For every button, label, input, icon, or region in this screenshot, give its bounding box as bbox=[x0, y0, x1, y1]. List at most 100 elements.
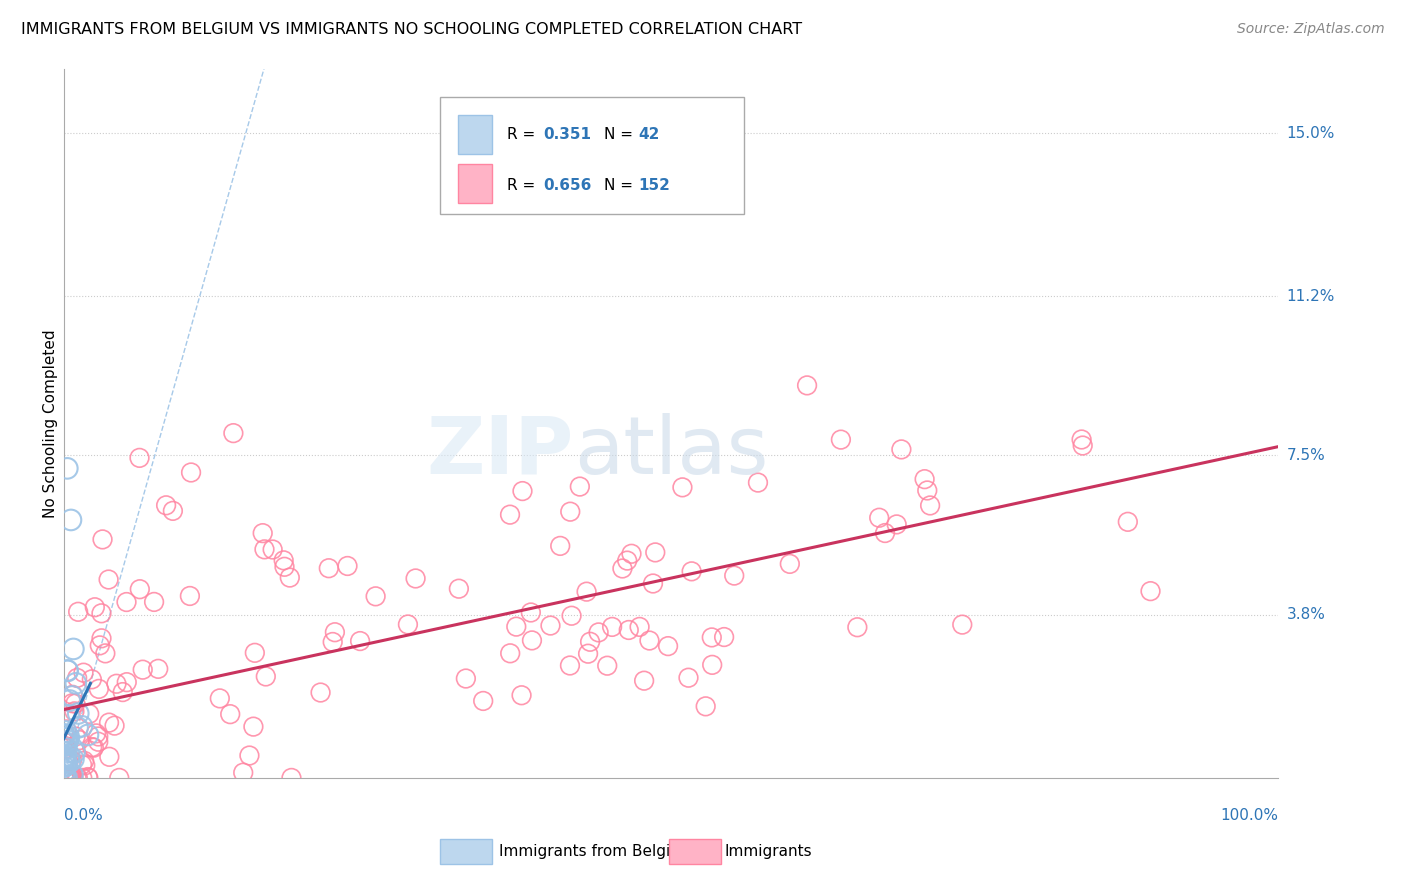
Point bbox=[66, 671, 89, 685]
Point bbox=[55, 771, 77, 785]
Point bbox=[262, 542, 284, 557]
Point bbox=[59, 771, 82, 785]
Point bbox=[94, 646, 117, 660]
Point bbox=[318, 561, 340, 575]
Point bbox=[638, 633, 661, 648]
Point bbox=[62, 767, 84, 781]
Point bbox=[108, 771, 131, 785]
Point bbox=[830, 433, 852, 447]
Point bbox=[454, 672, 477, 686]
Point bbox=[103, 719, 125, 733]
Text: ZIP: ZIP bbox=[426, 413, 574, 491]
Point bbox=[568, 479, 591, 493]
Point bbox=[576, 647, 599, 661]
Point bbox=[90, 632, 112, 646]
Point bbox=[66, 771, 89, 785]
Point bbox=[616, 553, 638, 567]
Point bbox=[472, 694, 495, 708]
Point bbox=[98, 749, 121, 764]
Point bbox=[53, 753, 76, 767]
Point bbox=[55, 745, 77, 759]
Point bbox=[98, 715, 121, 730]
Point bbox=[90, 607, 112, 621]
Point bbox=[72, 665, 94, 680]
Point bbox=[561, 608, 583, 623]
Point bbox=[62, 771, 84, 785]
Point bbox=[920, 499, 942, 513]
Point bbox=[846, 620, 869, 634]
Point bbox=[62, 771, 84, 785]
Point bbox=[364, 590, 387, 604]
Text: 7.5%: 7.5% bbox=[1286, 448, 1324, 463]
Point bbox=[84, 726, 107, 740]
Point bbox=[82, 740, 104, 755]
Point bbox=[349, 634, 371, 648]
Point bbox=[53, 752, 76, 766]
Point bbox=[52, 735, 75, 749]
Point bbox=[620, 547, 643, 561]
Point bbox=[633, 673, 655, 688]
Point bbox=[1071, 438, 1094, 452]
Point bbox=[58, 771, 80, 785]
Point bbox=[56, 771, 79, 785]
Point bbox=[60, 771, 83, 785]
Bar bbox=[458, 164, 492, 203]
Point bbox=[219, 707, 242, 722]
Point bbox=[558, 658, 581, 673]
Point bbox=[253, 542, 276, 557]
Point bbox=[60, 771, 83, 785]
Point bbox=[322, 635, 344, 649]
Point bbox=[657, 639, 679, 653]
Point bbox=[128, 450, 150, 465]
Point bbox=[55, 756, 77, 770]
Point bbox=[681, 565, 703, 579]
Point bbox=[52, 771, 75, 785]
Text: 15.0%: 15.0% bbox=[1286, 126, 1334, 141]
Point bbox=[243, 646, 266, 660]
Point bbox=[242, 720, 264, 734]
Point bbox=[58, 755, 80, 769]
Point bbox=[132, 663, 155, 677]
Point bbox=[59, 693, 82, 707]
Point bbox=[60, 771, 83, 785]
Point bbox=[628, 620, 651, 634]
Point bbox=[75, 758, 97, 772]
Text: 152: 152 bbox=[638, 178, 669, 193]
Point bbox=[62, 688, 84, 702]
Point bbox=[55, 771, 77, 785]
Point bbox=[58, 748, 80, 763]
Point bbox=[713, 630, 735, 644]
Point bbox=[520, 606, 543, 620]
Point bbox=[105, 677, 128, 691]
Point bbox=[91, 533, 114, 547]
Point bbox=[77, 706, 100, 721]
Point bbox=[63, 746, 86, 760]
Point bbox=[162, 504, 184, 518]
Point bbox=[56, 734, 79, 748]
Point bbox=[55, 731, 77, 746]
Point bbox=[53, 728, 76, 742]
Point bbox=[254, 669, 277, 683]
Point bbox=[695, 699, 717, 714]
Point bbox=[143, 595, 166, 609]
Point bbox=[87, 730, 110, 744]
Point bbox=[617, 623, 640, 637]
Text: Immigrants from Belgium: Immigrants from Belgium bbox=[499, 845, 695, 859]
Point bbox=[55, 741, 77, 756]
Point bbox=[914, 472, 936, 486]
Point bbox=[97, 573, 120, 587]
Point bbox=[55, 749, 77, 764]
Point bbox=[278, 571, 301, 585]
Point bbox=[70, 719, 93, 733]
Point bbox=[53, 771, 76, 785]
Point bbox=[309, 685, 332, 699]
Text: N =: N = bbox=[605, 127, 638, 142]
Point bbox=[179, 589, 201, 603]
Point bbox=[77, 771, 100, 785]
Point bbox=[111, 685, 134, 699]
Point bbox=[87, 681, 110, 696]
Point bbox=[678, 671, 700, 685]
Text: 3.8%: 3.8% bbox=[1286, 607, 1326, 622]
Point bbox=[180, 466, 202, 480]
Y-axis label: No Schooling Completed: No Schooling Completed bbox=[44, 329, 58, 517]
